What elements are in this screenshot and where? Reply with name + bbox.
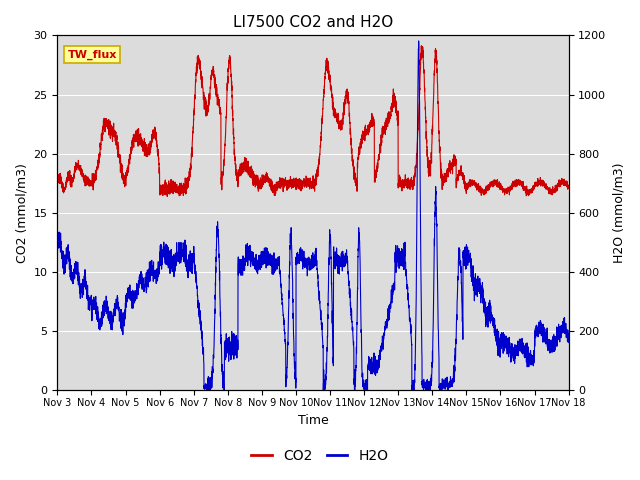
X-axis label: Time: Time — [298, 414, 328, 427]
Y-axis label: H2O (mmol/m3): H2O (mmol/m3) — [612, 163, 625, 263]
Title: LI7500 CO2 and H2O: LI7500 CO2 and H2O — [233, 15, 393, 30]
Y-axis label: CO2 (mmol/m3): CO2 (mmol/m3) — [15, 163, 28, 263]
Legend: CO2, H2O: CO2, H2O — [246, 443, 394, 468]
Text: TW_flux: TW_flux — [68, 49, 117, 60]
